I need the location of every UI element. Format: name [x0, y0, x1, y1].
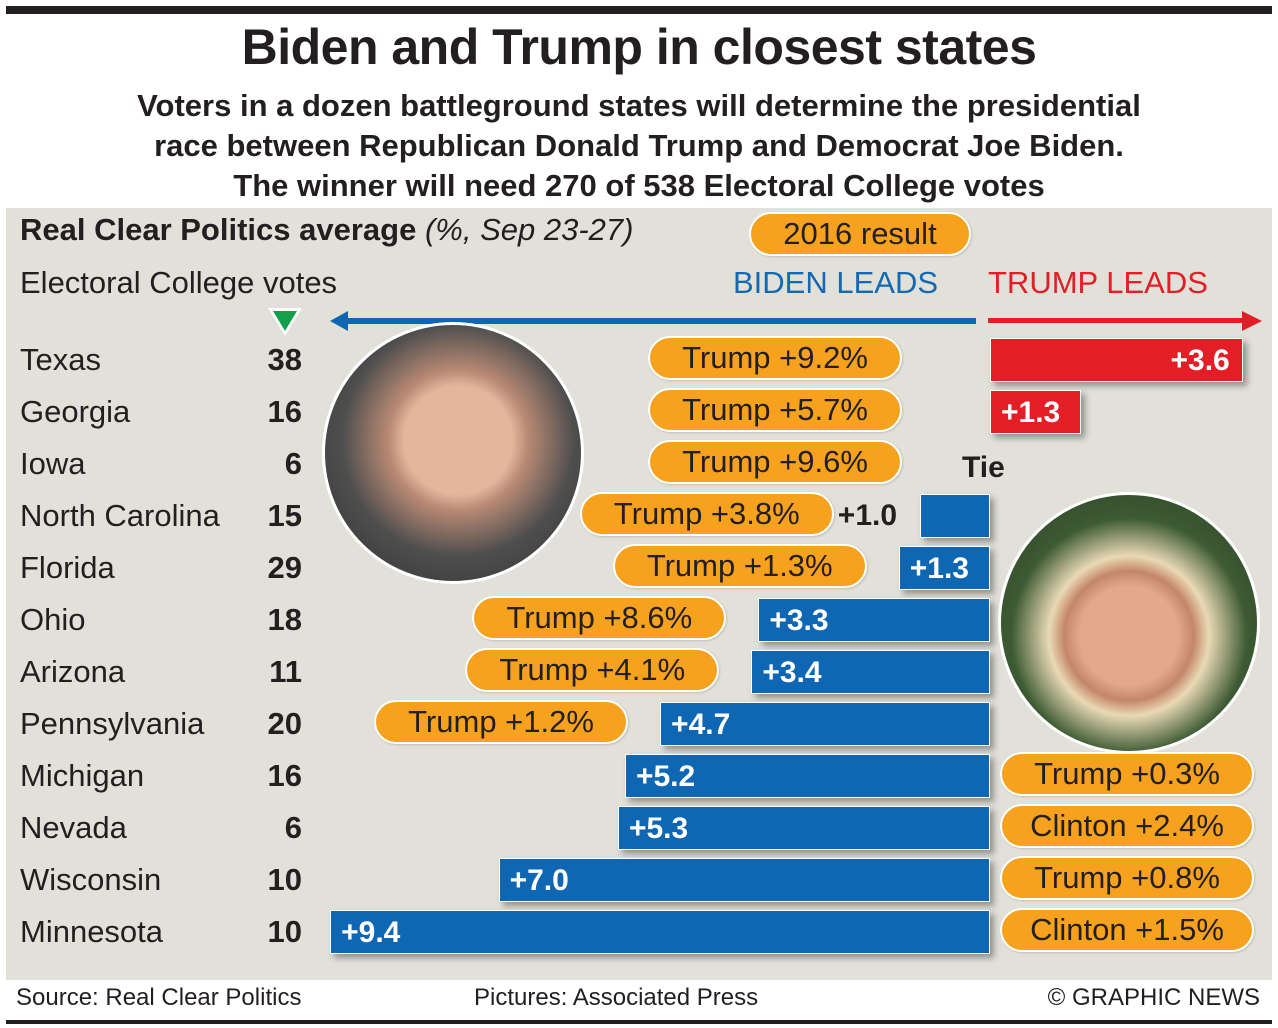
- tie-label: Tie: [962, 451, 1005, 484]
- state-label: Ohio: [20, 602, 86, 637]
- bar-value-label: +3.4: [762, 656, 822, 689]
- biden-leads-arrow-icon: [330, 311, 976, 331]
- electoral-votes-value: 10: [267, 914, 302, 949]
- result-2016-pill: Trump +5.7%: [648, 388, 902, 432]
- biden-lead-bar: +3.3: [758, 598, 990, 642]
- bar-value-label: +3.3: [769, 604, 829, 637]
- result-2016-pill: Clinton +2.4%: [1000, 804, 1254, 848]
- trump-photo: [998, 492, 1260, 754]
- electoral-votes-value: 18: [267, 602, 302, 637]
- biden-lead-bar: [919, 494, 990, 538]
- bottom-rule: [6, 1020, 1272, 1024]
- result-2016-pill: Trump +1.2%: [374, 700, 629, 744]
- graphic-news-credit: © GRAPHIC NEWS: [1047, 984, 1260, 1011]
- state-label: Florida: [20, 550, 115, 585]
- result-2016-pill: Trump +9.2%: [648, 336, 902, 380]
- trump-lead-bar: +1.3: [990, 390, 1082, 434]
- state-label: Georgia: [20, 394, 131, 429]
- biden-lead-bar: +1.3: [898, 546, 990, 590]
- state-label: Wisconsin: [20, 862, 162, 897]
- bar-value-label: +7.0: [509, 864, 569, 897]
- electoral-votes-value: 20: [267, 706, 302, 741]
- state-label: Texas: [20, 342, 101, 377]
- subtitle-line: race between Republican Donald Trump and…: [154, 128, 1124, 163]
- biden-lead-bar: +3.4: [751, 650, 990, 694]
- state-label: Iowa: [20, 446, 86, 481]
- bar-value-label: +1.3: [909, 552, 969, 585]
- result-2016-pill: Trump +9.6%: [648, 440, 902, 484]
- electoral-votes-label: Electoral College votes: [20, 265, 338, 300]
- biden-lead-bar: +5.3: [617, 806, 990, 850]
- chart-subtitle: Voters in a dozen battleground states wi…: [0, 86, 1278, 206]
- state-label: Michigan: [20, 758, 145, 793]
- bar-value-label: +9.4: [341, 916, 401, 949]
- electoral-votes-value: 16: [267, 394, 302, 429]
- state-label: Arizona: [20, 654, 126, 689]
- bar-value-label: +1.0: [837, 499, 898, 532]
- state-label: North Carolina: [20, 498, 220, 533]
- state-label: Pennsylvania: [20, 706, 205, 741]
- poll-source-bold: Real Clear Politics average: [20, 212, 417, 247]
- biden-lead-bar: +7.0: [498, 858, 990, 902]
- biden-photo: [322, 322, 584, 584]
- electoral-votes-marker-icon: [268, 308, 302, 336]
- result-2016-pill: Trump +3.8%: [579, 492, 834, 536]
- result-2016-pill: Trump +0.3%: [1000, 752, 1254, 796]
- chart-title: Biden and Trump in closest states: [241, 19, 1037, 75]
- electoral-votes-value: 29: [267, 550, 302, 585]
- electoral-votes-value: 15: [267, 498, 302, 533]
- biden-lead-bar: +5.2: [624, 754, 990, 798]
- bar-value-label: +3.6: [1170, 344, 1230, 377]
- electoral-votes-value: 16: [267, 758, 302, 793]
- state-label: Nevada: [20, 810, 127, 845]
- pictures-credit: Pictures: Associated Press: [474, 984, 759, 1011]
- bar-value-label: +1.3: [1001, 396, 1061, 429]
- result-2016-pill: Trump +4.1%: [465, 648, 720, 692]
- bar-value-label: +4.7: [671, 708, 731, 741]
- electoral-votes-value: 6: [284, 446, 302, 481]
- bar-value-label: +5.3: [628, 812, 689, 845]
- poll-source-dates: (%, Sep 23-27): [424, 212, 634, 247]
- electoral-votes-value: 11: [269, 654, 302, 689]
- electoral-votes-value: 10: [267, 862, 302, 897]
- trump-leads-label: TRUMP LEADS: [988, 265, 1208, 300]
- state-label: Minnesota: [20, 914, 164, 949]
- result-2016-pill: Trump +1.3%: [612, 544, 867, 588]
- result-2016-pill: Trump +0.8%: [1000, 856, 1254, 900]
- poll-source-label: Real Clear Politics average (%, Sep 23-2…: [20, 212, 633, 248]
- subtitle-line: The winner will need 270 of 538 Electora…: [233, 168, 1045, 203]
- biden-lead-bar: +9.4: [330, 910, 990, 954]
- biden-lead-bar: +4.7: [660, 702, 990, 746]
- trump-leads-arrow-icon: [988, 311, 1262, 331]
- subtitle-line: Voters in a dozen battleground states wi…: [137, 88, 1141, 123]
- source-note: Source: Real Clear Politics: [16, 984, 302, 1011]
- electoral-votes-value: 38: [267, 342, 302, 377]
- top-rule: [6, 6, 1272, 14]
- result-2016-pill: Trump +8.6%: [472, 596, 727, 640]
- biden-leads-label: BIDEN LEADS: [733, 265, 939, 300]
- trump-lead-bar: +3.6: [990, 338, 1243, 382]
- legend-2016-result: 2016 result: [749, 212, 971, 256]
- electoral-votes-value: 6: [284, 810, 302, 845]
- result-2016-pill: Clinton +1.5%: [1000, 908, 1254, 952]
- bar-value-label: +5.2: [635, 760, 696, 793]
